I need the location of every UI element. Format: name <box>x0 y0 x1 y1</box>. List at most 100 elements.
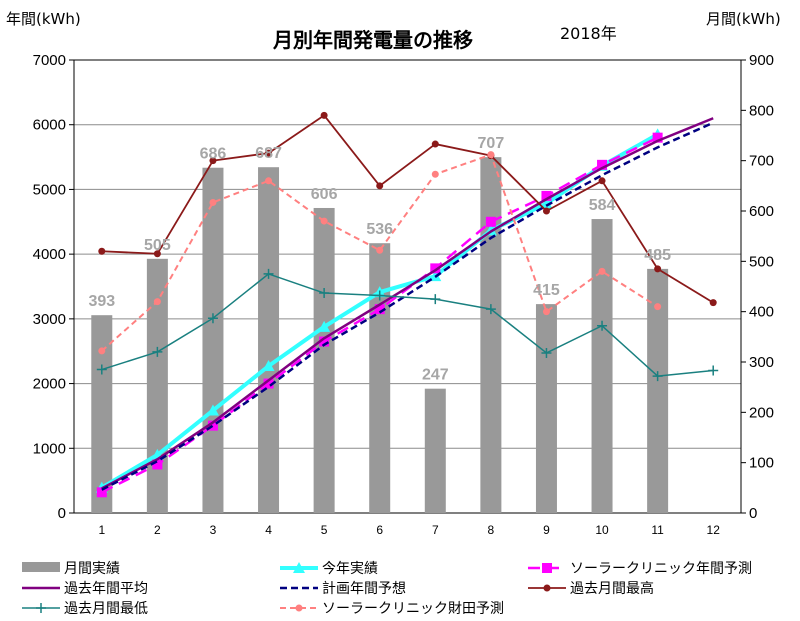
series-line-past_annual_avg <box>101 117 714 490</box>
bar-month-5 <box>313 207 335 514</box>
legend-label-past_monthly_max: 過去月間最高 <box>570 580 654 597</box>
left-tick-label-3000: 3000 <box>33 311 66 328</box>
point-solar_clinic_zaita-11 <box>654 303 662 311</box>
x-tick-label-6: 6 <box>376 523 383 537</box>
bar-label-month-5: 606 <box>311 186 338 203</box>
bar-month-6 <box>369 243 391 514</box>
legend-label-cumulative_actual: 今年実績 <box>322 561 378 577</box>
point-cumulative_actual-9 <box>540 197 553 209</box>
point-past_monthly_min-12 <box>708 365 719 376</box>
point-past_monthly_min-10 <box>597 320 608 331</box>
point-solar_clinic_annual-5 <box>319 336 330 347</box>
bar-label-month-8: 707 <box>478 135 505 152</box>
point-solar_clinic_zaita-7 <box>431 170 439 178</box>
x-axis-ticks: 1 2 3 4 5 6 7 8 9 10 11 12 <box>98 523 720 537</box>
legend-marker-solar_clinic_annual <box>542 563 552 573</box>
point-solar_clinic_annual-4 <box>263 378 274 389</box>
point-solar_clinic_annual-3 <box>207 420 218 431</box>
point-past_monthly_min-1 <box>96 364 107 375</box>
left-tick-label-4000: 4000 <box>33 246 66 263</box>
point-past_monthly_min-3 <box>207 313 218 324</box>
point-solar_clinic_zaita-10 <box>598 267 606 275</box>
point-solar_clinic_annual-11 <box>652 132 663 143</box>
left-tick-label-7000: 7000 <box>33 52 66 69</box>
point-past_monthly_max-7 <box>431 140 439 148</box>
right-axis-unit: 月間(kWh) <box>706 10 781 28</box>
point-solar_clinic_annual-7 <box>430 263 441 274</box>
point-past_monthly_max-5 <box>320 111 328 119</box>
point-past_monthly_max-12 <box>709 299 717 307</box>
bar-label-month-7: 247 <box>422 367 449 384</box>
point-solar_clinic_zaita-6 <box>376 246 384 254</box>
legend-marker-past_monthly_max <box>543 584 551 592</box>
monthly-bars <box>91 157 669 514</box>
bar-label-month-3: 686 <box>200 146 227 163</box>
right-axis-ticks: 0 100 200 300 400 500 600 700 800 900 <box>741 52 774 522</box>
point-solar_clinic_annual-1 <box>96 487 107 498</box>
x-tick-label-12: 12 <box>707 523 721 537</box>
x-tick-label-11: 11 <box>651 523 664 537</box>
point-past_monthly_min-9 <box>541 347 552 358</box>
point-past_monthly_max-11 <box>654 265 662 273</box>
bar-month-8 <box>480 157 502 514</box>
point-solar_clinic_zaita-8 <box>487 151 495 159</box>
right-tick-label-500: 500 <box>749 253 774 270</box>
bar-label-month-6: 536 <box>366 221 393 238</box>
point-past_monthly_min-4 <box>263 268 274 279</box>
right-tick-label-600: 600 <box>749 203 774 220</box>
point-past_monthly_max-4 <box>265 149 273 157</box>
bar-label-month-11: 485 <box>644 247 671 264</box>
x-tick-label-9: 9 <box>543 523 550 537</box>
point-past_monthly_min-5 <box>319 288 330 299</box>
bar-month-4 <box>258 167 280 513</box>
right-tick-label-0: 0 <box>749 505 757 522</box>
bar-month-3 <box>202 167 224 514</box>
chart-year: 2018年 <box>560 24 617 43</box>
right-tick-label-200: 200 <box>749 404 774 421</box>
x-tick-label-10: 10 <box>595 523 609 537</box>
point-cumulative_actual-3 <box>206 404 219 416</box>
bar-month-11 <box>647 268 669 513</box>
bar-label-month-9: 415 <box>533 282 560 299</box>
x-tick-label-8: 8 <box>488 523 495 537</box>
left-tick-label-5000: 5000 <box>33 181 66 198</box>
right-tick-label-900: 900 <box>749 52 774 69</box>
point-solar_clinic_zaita-3 <box>209 198 217 206</box>
point-past_monthly_min-2 <box>152 346 163 357</box>
bar-label-month-1: 393 <box>88 293 115 310</box>
bar-month-9 <box>535 304 557 513</box>
legend-marker-solar_clinic_zaita <box>295 604 303 612</box>
point-past_monthly_max-9 <box>542 207 550 215</box>
bar-label-month-2: 505 <box>144 237 171 254</box>
left-tick-label-6000: 6000 <box>33 117 66 134</box>
point-solar_clinic_annual-10 <box>597 159 608 170</box>
right-tick-label-800: 800 <box>749 102 774 119</box>
point-solar_clinic_zaita-4 <box>265 177 273 185</box>
legend-swatch-bar <box>22 562 60 572</box>
point-past_monthly_min-7 <box>430 294 441 305</box>
x-tick-label-5: 5 <box>321 523 328 537</box>
series-line-plan_annual <box>101 121 714 491</box>
series-line-past_monthly_min <box>101 273 714 377</box>
x-tick-label-3: 3 <box>210 523 217 537</box>
x-tick-label-4: 4 <box>265 523 272 537</box>
legend-label-past_monthly_min: 過去月間最低 <box>64 601 148 617</box>
point-past_monthly_max-2 <box>153 250 161 258</box>
point-past_monthly_max-1 <box>98 247 106 255</box>
legend-marker-cumulative_actual <box>293 562 305 573</box>
point-past_monthly_max-6 <box>376 182 384 190</box>
bar-month-10 <box>591 219 613 513</box>
point-solar_clinic_zaita-2 <box>153 298 161 306</box>
gridlines <box>74 124 741 449</box>
left-tick-label-0: 0 <box>58 505 66 522</box>
bar-month-1 <box>91 315 113 513</box>
point-solar_clinic_annual-8 <box>485 216 496 227</box>
point-past_monthly_max-10 <box>598 177 606 185</box>
chart-title: 月別年間発電量の推移 <box>272 28 473 52</box>
x-tick-label-2: 2 <box>154 523 161 537</box>
point-solar_clinic_zaita-9 <box>542 308 550 316</box>
point-cumulative_actual-4 <box>262 360 275 372</box>
